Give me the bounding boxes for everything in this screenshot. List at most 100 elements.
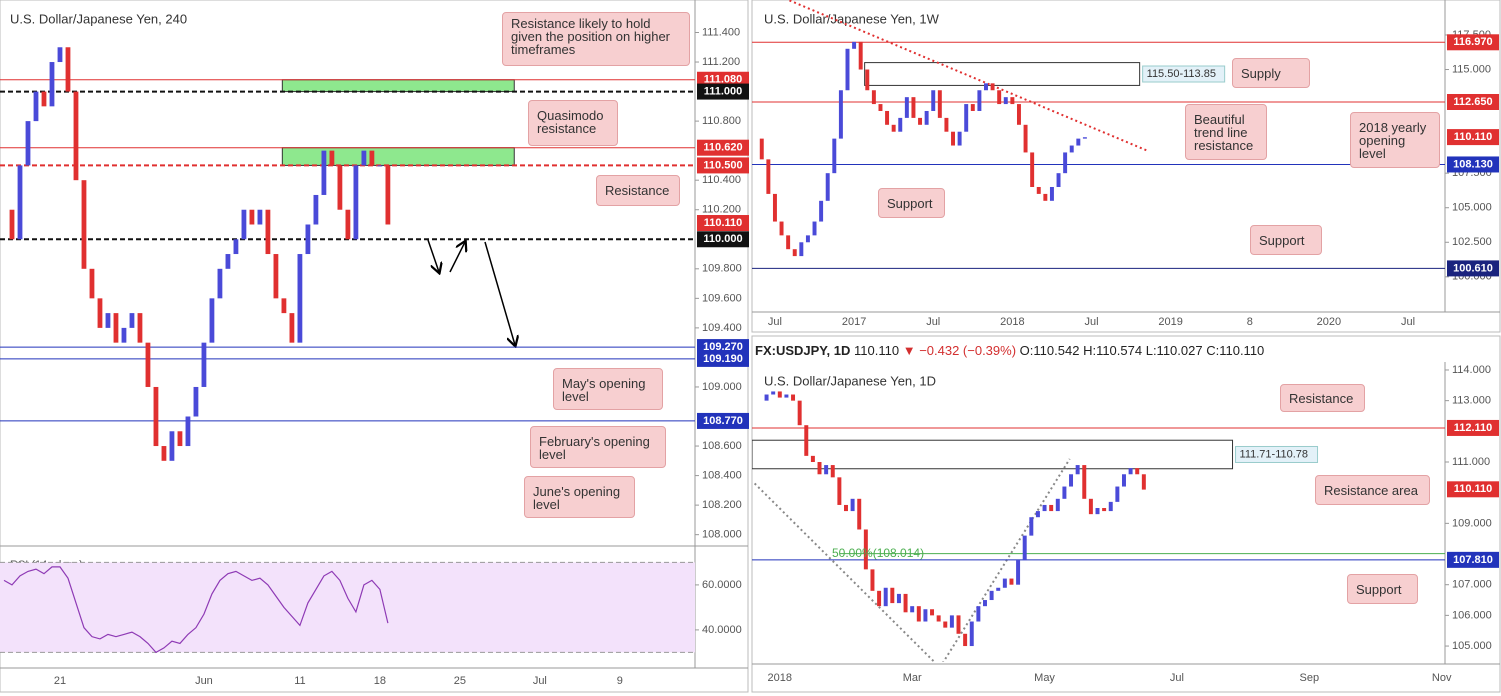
candle [1030,152,1035,187]
candle [890,587,895,604]
y-tick-label: 109.800 [702,263,742,275]
level-label-bg [1447,551,1499,568]
candle [845,48,850,91]
candle [1063,152,1068,174]
candle [810,455,815,462]
candle [791,394,796,401]
candle [896,593,901,604]
candle [337,165,343,210]
low: L:110.027 [1145,343,1203,358]
candle [1035,511,1040,518]
candle [878,104,883,111]
candle [852,41,857,49]
candle [1082,465,1087,499]
callout: Resistance [1280,384,1365,412]
candle [1016,104,1021,125]
callout: Support [1250,225,1322,255]
candle [57,47,63,63]
callout: Resistance [596,175,680,206]
candle [1108,501,1113,512]
change-arrow: ▼ [902,343,916,358]
x-tick-label: Mar [903,672,922,684]
y-tick-label: 108.200 [702,499,742,511]
candle [1076,138,1081,146]
candle [936,615,941,622]
price-axis: 114.000 113.000 111.000 109.000 107.000 106.0… [1445,364,1499,652]
arrow [484,241,515,345]
y-tick-label: 109.400 [702,322,742,334]
candle [1095,508,1100,515]
candle [1010,97,1015,105]
candle [812,221,817,236]
price-axis: 60.0000 40.0000 [695,579,742,636]
level-label: 112.650 [1453,96,1492,108]
candle [353,165,359,240]
panel-border [751,335,1501,693]
y-tick-label: 108.400 [702,469,742,481]
y-tick-label: 113.000 [1452,395,1491,407]
candle [305,224,311,255]
plot-area [752,0,1445,269]
candle [1056,173,1061,187]
y-tick-label: 102.500 [1452,236,1492,248]
candle [1009,578,1014,585]
level-label-bg [697,83,749,100]
level-label-bg [1447,156,1499,173]
candle [1055,498,1060,512]
level-label-bg [697,231,749,248]
candle [957,131,962,146]
candle [73,91,79,181]
level-label: 111.000 [704,85,743,97]
level-label: 110.110 [1454,483,1493,495]
x-tick-label: Jul [926,316,940,328]
callout: Beautiful trend line resistance [1185,104,1267,160]
candle [903,593,908,613]
candle [1042,504,1047,512]
candle [1069,474,1074,487]
callout: Resistance area [1315,475,1430,505]
candle [931,90,936,111]
candle [825,173,830,201]
callout: Supply [1232,58,1310,88]
candle [779,221,784,236]
candle [1043,193,1048,201]
level-label-bg [697,215,749,232]
candle [830,465,835,478]
level-label: 109.270 [703,341,743,353]
symbol: FX:USDJPY, 1D [755,343,851,358]
level-label: 110.500 [703,159,742,171]
candle [209,298,215,343]
arrow [449,242,465,273]
candle [41,91,47,107]
candle [225,254,231,269]
candle [863,529,868,570]
candle [784,394,789,398]
candle [759,138,764,160]
candle [105,313,111,328]
candle [49,62,55,107]
y-tick-label: 108.000 [702,529,742,541]
plot-area [0,561,695,654]
candle [990,83,995,91]
level-label: 110.000 [703,233,742,245]
candle [9,209,15,240]
candle [289,313,295,343]
x-tick-label: 2018 [768,672,792,684]
candle [937,90,942,118]
candle [984,83,988,91]
candle [193,386,199,417]
candle [1062,486,1067,499]
level-label-bg [1447,481,1499,498]
trend-line [753,482,936,662]
level-label: 110.110 [1454,131,1493,143]
x-tick-label: 11 [294,675,305,687]
x-tick-label: 21 [54,675,66,687]
candle [904,97,909,118]
candle [837,477,842,505]
level-label-bg [697,412,749,429]
candle [249,209,255,225]
arrow [427,239,439,272]
candle [121,327,127,343]
candle [819,200,824,222]
candle [169,431,175,461]
